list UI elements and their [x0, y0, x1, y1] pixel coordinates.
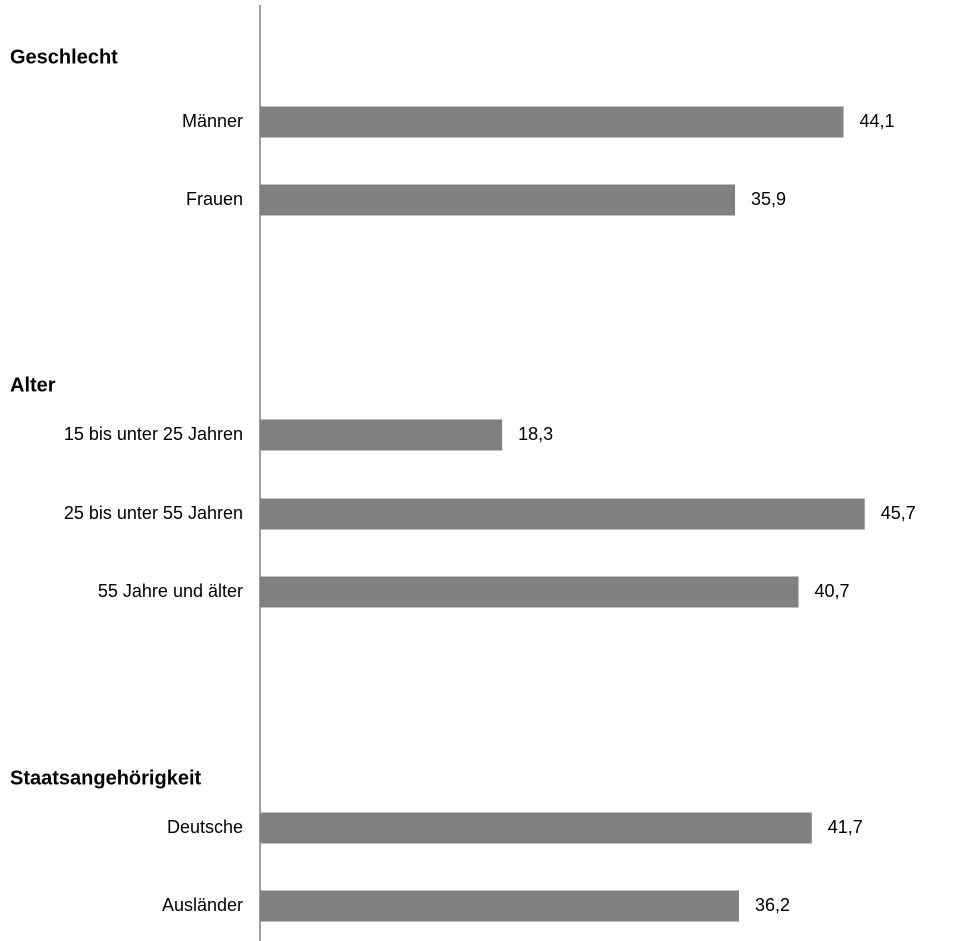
- value-label: 36,2: [755, 895, 790, 915]
- bar: [260, 419, 503, 451]
- bar: [260, 576, 799, 608]
- category-label: Ausländer: [162, 895, 243, 915]
- category-label: Frauen: [186, 189, 243, 209]
- value-label: 45,7: [881, 503, 916, 523]
- value-label: 18,3: [518, 424, 553, 444]
- group-title: Geschlecht: [10, 46, 118, 68]
- category-label: 15 bis unter 25 Jahren: [64, 424, 243, 444]
- value-label: 44,1: [860, 111, 895, 131]
- bar: [260, 106, 844, 138]
- value-label: 35,9: [751, 189, 786, 209]
- bar: [260, 812, 812, 844]
- bar: [260, 498, 865, 530]
- bar: [260, 890, 739, 922]
- category-label: 55 Jahre und älter: [98, 581, 243, 601]
- group-title: Alter: [10, 374, 56, 396]
- value-label: 40,7: [815, 581, 850, 601]
- bar: [260, 184, 736, 216]
- group-title: Staatsangehörigkeit: [10, 767, 202, 789]
- category-label: Deutsche: [167, 817, 243, 837]
- category-label: 25 bis unter 55 Jahren: [64, 503, 243, 523]
- value-label: 41,7: [828, 817, 863, 837]
- category-label: Männer: [182, 111, 243, 131]
